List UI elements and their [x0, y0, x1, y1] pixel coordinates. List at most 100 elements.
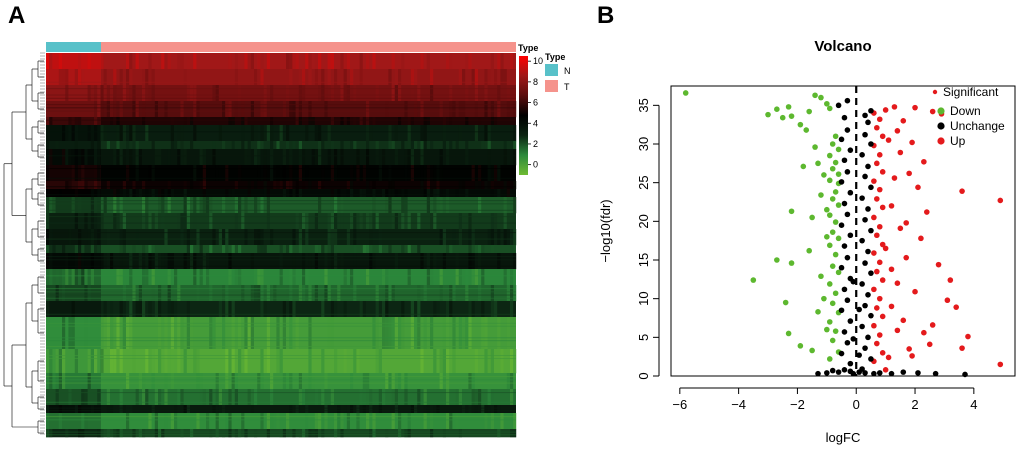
heatmap-cell [366, 245, 370, 254]
heatmap-cell [186, 85, 190, 102]
heatmap-cell [302, 285, 306, 302]
heatmap-cell [324, 285, 328, 302]
heatmap-cell [71, 301, 75, 318]
heatmap-cell [71, 269, 75, 286]
heatmap-cell [46, 69, 50, 86]
heatmap-cell [484, 85, 488, 102]
heatmap-cell [270, 389, 274, 406]
heatmap-cell [65, 149, 69, 166]
heatmap-cell [110, 101, 114, 118]
heatmap-cell [471, 389, 475, 406]
point-unchange [844, 169, 851, 175]
heatmap-cell [46, 429, 50, 438]
heatmap-cell [481, 141, 485, 150]
heatmap-cell [289, 69, 293, 86]
heatmap-cell [314, 429, 318, 438]
heatmap-cell [439, 101, 443, 118]
heatmap-cell [388, 285, 392, 302]
heatmap-cell [254, 165, 258, 182]
heatmap-cell [295, 181, 299, 190]
heatmap-cell [129, 69, 133, 86]
heatmap-cell [385, 101, 389, 118]
series-down [682, 90, 842, 362]
heatmap-cell [391, 181, 395, 190]
heatmap-row-line [46, 200, 516, 202]
heatmap-cell [231, 317, 235, 350]
heatmap-row-line [46, 337, 516, 339]
y-tick-label: 20 [636, 214, 651, 228]
heatmap-cell [202, 389, 206, 406]
heatmap-cell [484, 349, 488, 374]
heatmap-cell [372, 253, 376, 270]
heatmap-cell [506, 373, 510, 390]
annotation-legend-title: Type [545, 52, 565, 62]
heatmap-cell [113, 197, 117, 214]
heatmap-cell [487, 141, 491, 150]
heatmap-cell [106, 141, 110, 150]
heatmap-cell [346, 117, 350, 126]
heatmap-cell [436, 301, 440, 318]
heatmap-cell [407, 149, 411, 166]
heatmap-cell [270, 165, 274, 182]
legend-swatch-t [545, 80, 558, 92]
point-up [876, 186, 883, 193]
point-up [888, 203, 895, 209]
heatmap-cell [116, 317, 120, 350]
heatmap-cell [183, 189, 187, 198]
heatmap-cell [46, 141, 50, 150]
heatmap-cell [298, 229, 302, 246]
heatmap-band-n [46, 389, 101, 406]
heatmap-cell [423, 317, 427, 350]
heatmap-cell [503, 229, 507, 246]
heatmap-cell [414, 101, 418, 118]
heatmap-cell [154, 301, 158, 318]
heatmap-cell [151, 69, 155, 86]
heatmap-cell [84, 285, 88, 302]
heatmap-cell [302, 253, 306, 270]
point-up [894, 280, 901, 287]
heatmap-cell [369, 229, 373, 246]
heatmap-cell [471, 69, 475, 86]
heatmap-row-line [46, 434, 516, 436]
heatmap-cell [94, 213, 98, 230]
point-down [806, 247, 812, 254]
x-axis: −6 −4 −2 0 2 4 [672, 387, 977, 412]
heatmap-cell [414, 405, 418, 414]
heatmap-cell [135, 389, 139, 406]
heatmap-cell [330, 229, 334, 246]
heatmap-cell [151, 141, 155, 150]
point-down [832, 133, 839, 140]
point-up [921, 158, 927, 165]
heatmap-cell [119, 349, 123, 374]
heatmap-cell [382, 389, 386, 406]
heatmap-cell [362, 245, 366, 254]
heatmap-cell [513, 141, 517, 150]
heatmap-cell [119, 389, 123, 406]
heatmap-cell [74, 125, 78, 142]
point-up [882, 107, 889, 113]
heatmap-cell [439, 229, 443, 246]
heatmap-cell [414, 141, 418, 150]
heatmap-cell [199, 245, 203, 254]
heatmap-cell [244, 53, 248, 70]
heatmap-cell [193, 85, 197, 102]
point-up [885, 354, 892, 361]
heatmap-cell [446, 197, 450, 214]
heatmap-cell [439, 165, 443, 182]
heatmap-cell [407, 125, 411, 142]
heatmap-cell [404, 429, 408, 438]
heatmap-cell [234, 429, 238, 438]
heatmap-cell [359, 117, 363, 126]
heatmap-cell [343, 349, 347, 374]
point-down [797, 121, 804, 128]
heatmap-cell [308, 117, 312, 126]
heatmap-cell [446, 301, 450, 318]
heatmap-cell [180, 429, 184, 438]
point-down [821, 172, 827, 178]
heatmap-cell [90, 229, 94, 246]
heatmap-cell [286, 53, 290, 70]
point-down [788, 208, 795, 215]
heatmap-cell [388, 197, 392, 214]
